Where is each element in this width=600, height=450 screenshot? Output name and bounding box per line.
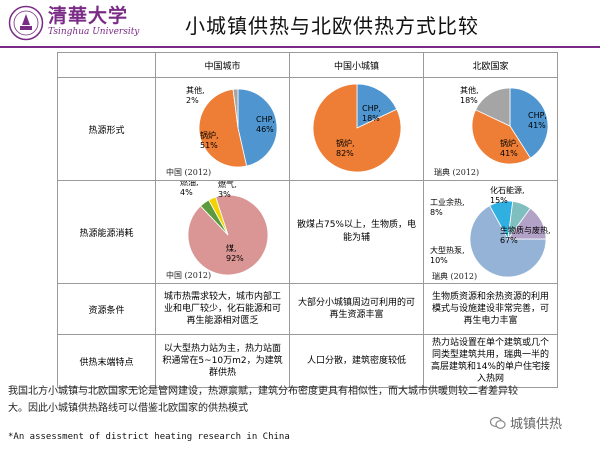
- wechat-icon: [490, 416, 506, 429]
- slice-value-label: 2%: [186, 96, 199, 105]
- table-row: 资源条件 城市热需求较大，城市内部工业和电厂较少，化石能源和可再生能源相对匮乏 …: [57, 283, 558, 335]
- row-header-energy: 热源能源消耗: [57, 180, 156, 284]
- small-town-terminal-cell: 人口分散，建筑密度较低: [289, 334, 424, 388]
- slice-value-label: 10%: [430, 256, 448, 265]
- china-city-resources-cell: 城市热需求较大，城市内部工业和电厂较少，化石能源和可再生能源相对匮乏: [155, 283, 290, 335]
- logo-english: Tsinghua University: [48, 27, 140, 37]
- china-city-energy-cell: 煤, 92% 燃油, 4% 燃气, 3% 中国 (2012): [155, 180, 290, 284]
- slice-label: 燃气,: [218, 181, 237, 189]
- nordic-resources-cell: 生物质资源和余热资源的利用模式与设施建设非常完善，可再生电力丰富: [423, 283, 558, 335]
- nordic-source-pie-chart: CHP,41%锅炉,41%其他,18%瑞典 (2012): [434, 85, 549, 177]
- slice-label: CHP,: [528, 111, 547, 120]
- comparison-table: 中国城市 中国小城镇 北欧国家 热源形式 CHP, 46% 锅炉, 51% 其他, 2% 中…: [57, 52, 558, 388]
- col-header-small-town: 中国小城镇: [289, 52, 424, 78]
- nordic-energy-cell: 生物质与废热, 67% 大型热泵, 10% 工业余热, 8% 化石能源, 15% 瑞典 (201…: [423, 180, 558, 284]
- header-divider: [0, 46, 600, 48]
- slice-label: 生物质与废热,: [500, 225, 551, 235]
- conclusion-note: 我国北方小城镇与北欧国家无论是管网建设，热源禀赋，建筑分布密度更具有相似性，而大…: [8, 386, 518, 414]
- table-row: 热源形式 CHP, 46% 锅炉, 51% 其他, 2% 中国 (2012) CHP, 18%…: [57, 77, 558, 181]
- slice-value-label: 3%: [218, 190, 231, 199]
- slice-value-label: 67%: [500, 236, 518, 245]
- watermark: 城镇供热: [490, 413, 562, 432]
- col-header-china-city: 中国城市: [155, 52, 290, 78]
- row-header-resources: 资源条件: [57, 283, 156, 335]
- pie-slice-化石能源: [507, 207, 547, 240]
- chart-caption: 中国 (2012): [166, 167, 211, 177]
- pie-slice-锅炉: [198, 88, 248, 168]
- slice-value-label: 4%: [180, 188, 193, 197]
- table-header-row: 中国城市 中国小城镇 北欧国家: [57, 52, 558, 78]
- slice-label: 锅炉,: [336, 138, 355, 148]
- slice-label: CHP,: [256, 115, 275, 124]
- watermark-text: 城镇供热: [510, 417, 563, 432]
- slice-label: CHP,: [362, 104, 381, 113]
- pie-slice-CHP: [237, 88, 278, 167]
- slice-value-label: 82%: [336, 149, 354, 158]
- small-town-source-cell: CHP, 18% 锅炉, 82%: [289, 77, 424, 181]
- chart-caption: 瑞典 (2012): [432, 271, 477, 281]
- china-city-source-pie-chart: CHP,46% 锅炉,51% 其他,2% 中国 (2012): [166, 85, 278, 177]
- footnote: *An assessment of district heating resea…: [8, 432, 290, 442]
- nordic-energy-pie-chart: 生物质与废热,67% 大型热泵,10% 工业余热,8% 化石能源,15% 瑞典 (201…: [430, 185, 551, 281]
- pie-slice-锅炉: [471, 109, 531, 165]
- slice-label: 工业余热,: [430, 197, 465, 207]
- row-header-terminal: 供热末端特点: [57, 334, 156, 388]
- table-row: 热源能源消耗 煤, 92% 燃油, 4% 燃气, 3% 中国 (2012) 散煤占75%以上…: [57, 180, 558, 284]
- pie-slice-生物质与废热: [469, 205, 547, 278]
- slice-label: 大型热泵,: [430, 245, 465, 255]
- slice-label: 煤,: [226, 243, 237, 253]
- slice-value-label: 8%: [430, 208, 443, 217]
- slice-value-label: 15%: [490, 196, 508, 205]
- slice-label: 其他,: [460, 85, 479, 95]
- slice-value-label: 51%: [200, 141, 218, 150]
- tsinghua-seal-icon: [8, 5, 44, 41]
- table-row: 供热末端特点 以大型热力站为主，热力站面积通常在5~10万m2，为建筑群供热 人…: [57, 334, 558, 388]
- nordic-source-cell: CHP, 41% 锅炉, 41% 其他, 18% 瑞典 (2012): [423, 77, 558, 181]
- slice-label: 锅炉,: [500, 138, 519, 148]
- corner-cell: [57, 52, 156, 78]
- col-header-nordic: 北欧国家: [423, 52, 558, 78]
- small-town-energy-cell: 散煤占75%以上，生物质，电能为辅: [289, 180, 424, 284]
- pie-slice-其他: [475, 87, 511, 127]
- slide-header: 清華大学 Tsinghua University 小城镇供热与北欧供热方式比较: [0, 0, 600, 46]
- slice-value-label: 92%: [226, 254, 244, 263]
- chart-caption: 瑞典 (2012): [434, 167, 479, 177]
- slide-title: 小城镇供热与北欧供热方式比较: [185, 14, 479, 38]
- pie-slice-锅炉: [312, 83, 402, 173]
- china-city-energy-pie-chart: 煤,92% 燃油,4% 燃气,3% 中国 (2012): [166, 181, 269, 280]
- small-town-resources-cell: 大部分小城镇周边可利用的可再生资源丰富: [289, 283, 424, 335]
- slice-value-label: 18%: [362, 114, 380, 123]
- slice-label: 锅炉,: [200, 130, 219, 140]
- slice-value-label: 18%: [460, 96, 478, 105]
- logo-chinese: 清華大学: [48, 5, 129, 27]
- slice-label: 化石能源,: [490, 185, 525, 195]
- slice-label: 其他,: [186, 85, 205, 95]
- slice-value-label: 41%: [528, 121, 546, 130]
- small-town-source-pie-chart: CHP,18% 锅炉,82%: [312, 83, 402, 173]
- chart-caption: 中国 (2012): [166, 270, 211, 280]
- nordic-terminal-cell: 热力站设置在单个建筑或几个同类型建筑共用，瑞典一半的高层建筑和14%的单户住宅接…: [423, 334, 558, 388]
- china-city-terminal-cell: 以大型热力站为主，热力站面积通常在5~10万m2，为建筑群供热: [155, 334, 290, 388]
- pie-slice-其他: [232, 88, 239, 129]
- pie-slice-CHP: [356, 83, 398, 129]
- slice-label: 燃油,: [180, 181, 199, 187]
- row-header-heat-source: 热源形式: [57, 77, 156, 181]
- pie-slice-燃气: [208, 196, 229, 236]
- university-logo: 清華大学 Tsinghua University: [48, 5, 139, 38]
- slice-value-label: 41%: [500, 149, 518, 158]
- slice-value-label: 46%: [256, 125, 274, 134]
- china-city-source-cell: CHP, 46% 锅炉, 51% 其他, 2% 中国 (2012): [155, 77, 290, 181]
